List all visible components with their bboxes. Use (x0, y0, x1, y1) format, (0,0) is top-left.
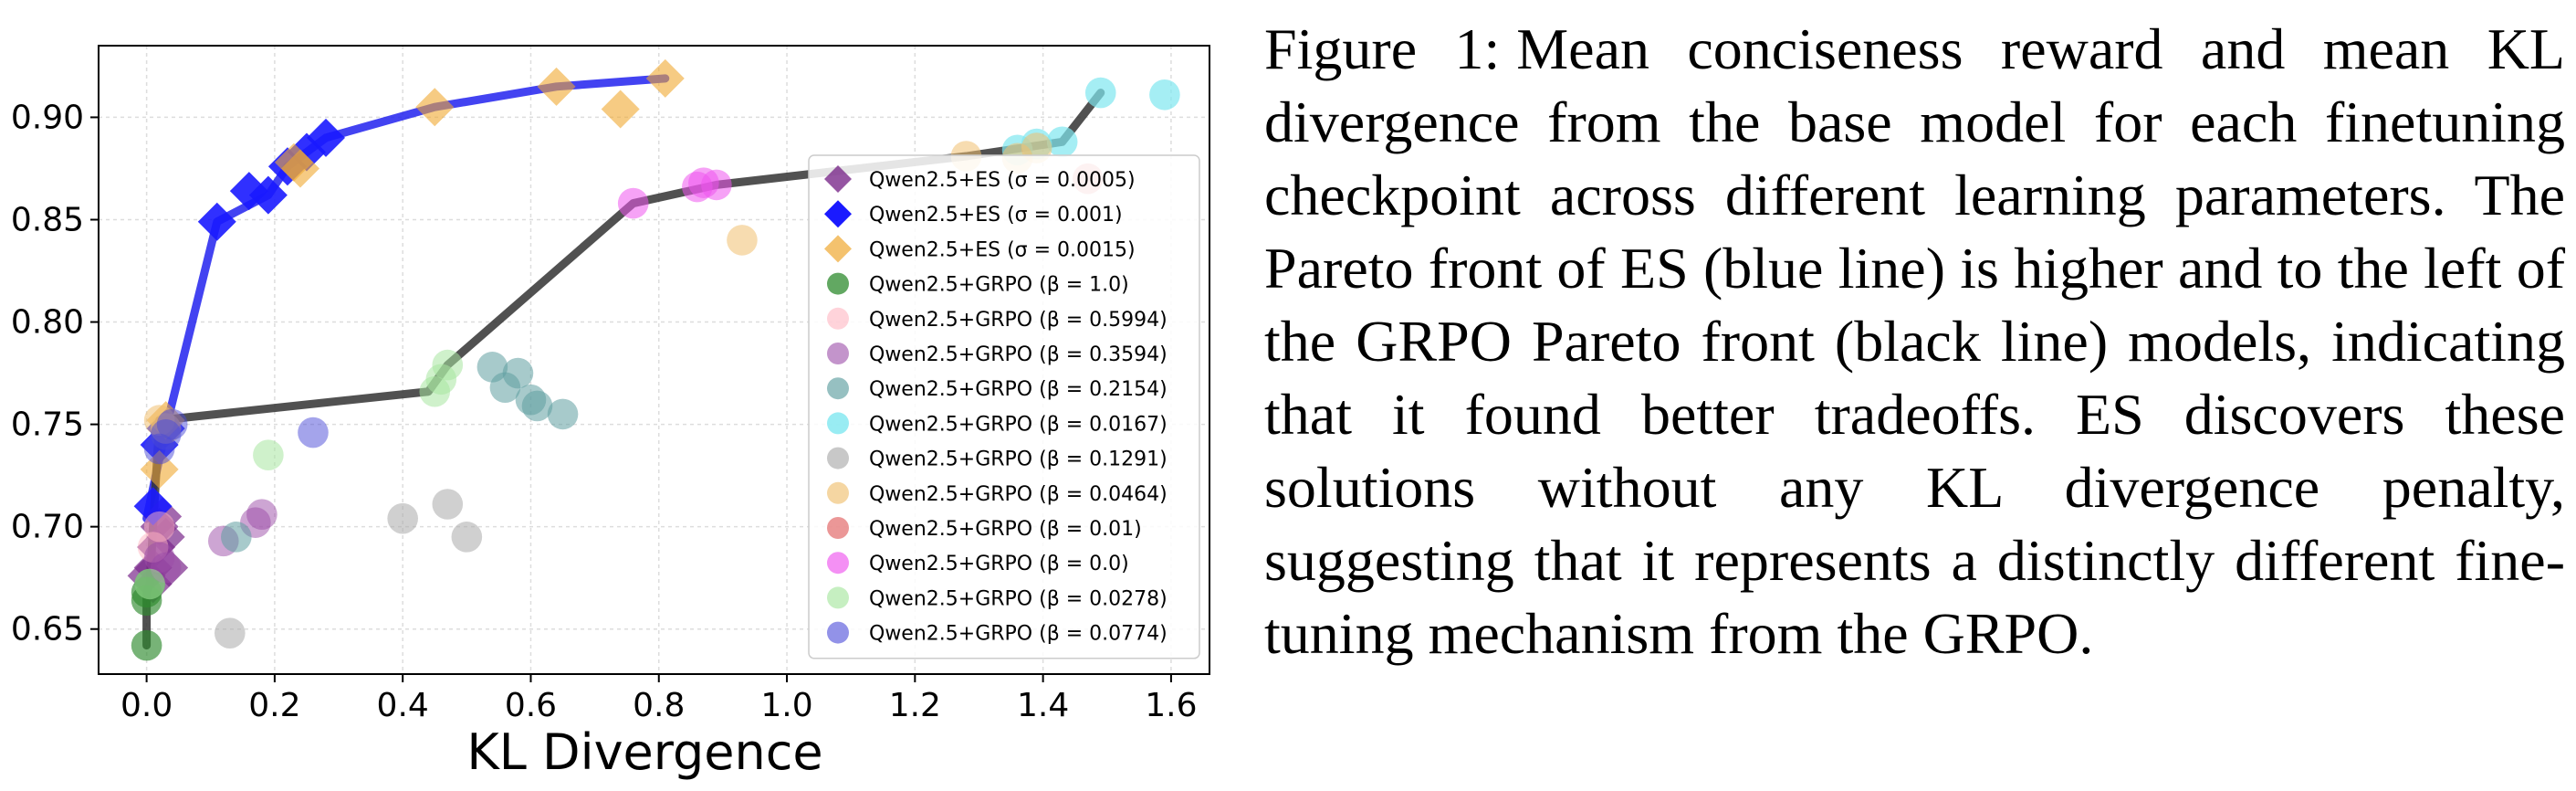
grpo-point (451, 522, 483, 553)
grpo-point (131, 629, 162, 661)
legend-label: Qwen2.5+GRPO (β = 0.0167) (869, 413, 1168, 436)
grpo-point (1084, 77, 1116, 109)
legend-marker (827, 307, 849, 330)
es-point (197, 202, 236, 241)
grpo-point (214, 617, 246, 649)
plot-frame (98, 45, 1210, 675)
y-tick-label: 0.65 (11, 611, 84, 649)
legend-marker (824, 235, 852, 263)
legend-marker (827, 447, 849, 469)
es-point (280, 149, 319, 188)
legend-box (808, 154, 1200, 659)
x-tick-label: 0.6 (505, 687, 557, 724)
legend-label: Qwen2.5+GRPO (β = 1.0) (869, 274, 1129, 297)
grpo-point (253, 439, 284, 471)
data-points (127, 58, 1180, 661)
legend-marker (827, 621, 849, 644)
grpo-point (701, 169, 732, 201)
grpo-point (298, 417, 329, 448)
grpo-point (387, 502, 418, 534)
x-tick-label: 1.4 (1017, 687, 1069, 724)
legend-label: Qwen2.5+GRPO (β = 0.5994) (869, 309, 1168, 332)
x-tick-label: 1.2 (889, 687, 941, 724)
grpo-point (617, 187, 649, 219)
grpo-point (432, 489, 464, 520)
grpo-point (246, 499, 277, 530)
legend-marker (824, 200, 852, 228)
legend-marker (827, 412, 849, 435)
legend-label: Qwen2.5+ES (σ = 0.001) (869, 204, 1123, 227)
x-tick-label: 0.0 (120, 687, 173, 724)
x-tick-label: 1.0 (760, 687, 812, 724)
grpo-point (727, 225, 758, 256)
es-point (229, 172, 268, 211)
grpo-point (547, 398, 579, 430)
y-tick-label: 0.80 (11, 304, 84, 342)
legend-marker (827, 586, 849, 609)
legend-marker (824, 165, 852, 193)
legend-label: Qwen2.5+ES (σ = 0.0005) (869, 169, 1136, 192)
es-point (645, 58, 685, 98)
y-tick-label: 0.70 (11, 509, 84, 546)
series-points (617, 167, 732, 219)
y-axis-ticks: 0.65 0.70 0.75 0.80 0.85 0.90 (11, 99, 99, 649)
grpo-point (502, 357, 534, 389)
grpo-point (156, 408, 188, 440)
legend-marker (827, 552, 849, 575)
caption-text: Mean conciseness reward and mean KL dive… (1264, 16, 2566, 666)
es-pareto-front-line (142, 74, 670, 523)
y-tick-label: 0.75 (11, 406, 84, 444)
legend-label: Qwen2.5+GRPO (β = 0.0278) (869, 587, 1168, 610)
grpo-point (1149, 79, 1180, 111)
x-tick-label: 1.6 (1145, 687, 1197, 724)
grpo-point (143, 542, 175, 574)
legend-marker (827, 481, 849, 504)
legend-label: Qwen2.5+GRPO (β = 0.3594) (869, 343, 1168, 366)
legend-label: Qwen2.5+GRPO (β = 0.1291) (869, 448, 1168, 471)
legend-marker (827, 517, 849, 539)
legend-marker (827, 272, 849, 295)
caption-label: Figure 1: (1264, 16, 1501, 81)
series-points (134, 349, 464, 600)
x-axis-ticks: 0.0 0.2 0.4 0.6 0.8 1.0 1.2 1.4 1.6 (120, 674, 1198, 724)
es-point (307, 118, 346, 157)
legend-marker (827, 377, 849, 400)
chart: 0.0 0.2 0.4 0.6 0.8 1.0 1.2 1.4 1.6 0.65 0.70 0.75… (11, 45, 1210, 781)
grpo-point (221, 522, 252, 553)
series-points (214, 489, 483, 649)
x-tick-label: 0.8 (633, 687, 685, 724)
series-points (221, 352, 579, 553)
es-point (537, 67, 576, 106)
legend-label: Qwen2.5+GRPO (β = 0.01) (869, 518, 1142, 541)
es-point (601, 90, 640, 129)
legend-label: Qwen2.5+ES (σ = 0.0015) (869, 238, 1136, 261)
grpo-point (432, 349, 464, 381)
legend-label: Qwen2.5+GRPO (β = 0.0464) (869, 483, 1168, 506)
x-axis-title: KL Divergence (466, 723, 822, 781)
legend-label: Qwen2.5+GRPO (β = 0.0) (869, 553, 1129, 575)
y-tick-label: 0.90 (11, 99, 84, 136)
figure-caption: Figure 1: Mean conciseness reward and mea… (1264, 13, 2565, 670)
grpo-point (1046, 126, 1078, 158)
es-point (415, 88, 455, 127)
legend-marker (827, 343, 849, 364)
grpo-point (521, 390, 553, 422)
x-tick-label: 0.4 (377, 687, 429, 724)
legend-label: Qwen2.5+GRPO (β = 0.2154) (869, 378, 1168, 401)
grpo-point (143, 511, 175, 543)
y-tick-label: 0.85 (11, 201, 84, 238)
series-points (143, 408, 329, 465)
x-tick-label: 0.2 (248, 687, 300, 724)
grpo-point (134, 568, 165, 600)
legend-label: Qwen2.5+GRPO (β = 0.0774) (869, 623, 1168, 646)
legend: Qwen2.5+ES (σ = 0.0005) Qwen2.5+ES (σ = 0… (808, 154, 1200, 659)
